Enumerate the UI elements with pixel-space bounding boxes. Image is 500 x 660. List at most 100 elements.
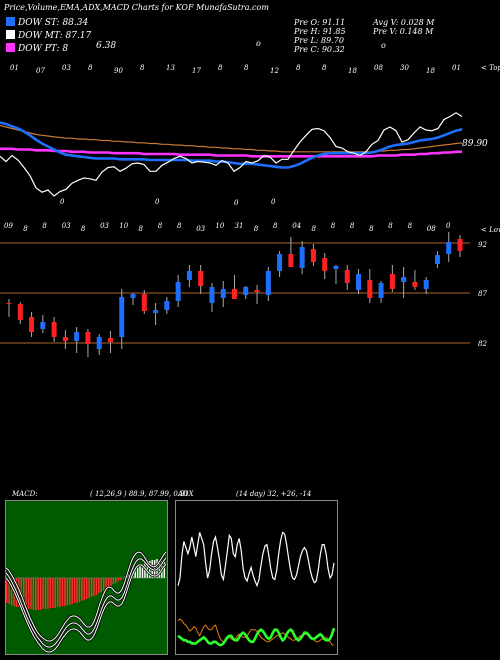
ema-bottom-tick: 03 [196, 225, 206, 233]
macd-histogram-bar [90, 578, 93, 597]
macd-histogram-bar [71, 578, 73, 604]
macd-histogram-bar [10, 578, 13, 605]
macd-label: MACD: [12, 490, 38, 498]
stat-pre-high: Pre H: 91.85 [294, 27, 346, 36]
adx-line-outline [176, 529, 336, 591]
ema-top-tick: 08 [374, 64, 383, 72]
candle-body [119, 297, 125, 337]
candle-axis-label: 87 [478, 290, 487, 298]
macd-histogram-bar [88, 578, 90, 598]
macd-histogram-bar [139, 565, 141, 578]
adx-plus-di-line [177, 627, 336, 647]
macd-histogram-bar [102, 578, 105, 591]
macd-histogram-bar [27, 578, 30, 609]
ema-bottom-tick: 31 [234, 222, 244, 230]
macd-histogram-bar [32, 578, 35, 610]
ema-bottom-tick: 8 [157, 222, 163, 230]
ema-bottom-tick: 09 [4, 222, 13, 230]
legend-swatch-magenta [6, 43, 15, 52]
candle-body [107, 338, 113, 342]
candle-body [40, 322, 46, 329]
candle-body [288, 254, 294, 267]
macd-histogram-bar [110, 578, 112, 586]
ema-top-tick: 8 [88, 64, 93, 72]
macd-histogram-bar [42, 578, 44, 609]
ema-corner-label: < Topa [481, 64, 500, 72]
candle-body [299, 247, 305, 268]
ema-top-tick: 18 [348, 67, 357, 75]
ema-bottom-tick: 8 [369, 225, 374, 233]
stat-pre-open: Pre O: 91.11 [294, 18, 346, 27]
candle-body [243, 287, 249, 295]
macd-line [5, 557, 167, 648]
macd-histogram-bar [119, 578, 122, 580]
macd-histogram-bar [73, 578, 76, 603]
ema-bottom-tick: 8 [253, 225, 259, 233]
macd-histogram-bar [52, 578, 54, 608]
macd-histogram-bar [158, 560, 161, 578]
macd-histogram-bar [115, 578, 117, 583]
macd-histogram-bar [35, 578, 37, 610]
ema-bottom-tick: 8 [80, 225, 86, 233]
candle-body [434, 255, 440, 264]
ema-series-magenta [0, 147, 462, 158]
ema-bottom-tick: 8 [42, 222, 47, 230]
candle-body [17, 304, 23, 320]
candle-axis-label: 82 [478, 340, 487, 348]
adx-label: ADX [178, 490, 194, 498]
candle-body [198, 271, 204, 286]
macd-histogram-bar [30, 578, 32, 609]
adx-line [177, 531, 335, 588]
candle-body [96, 337, 102, 349]
ema-top-tick: 30 [400, 64, 409, 72]
macd-histogram-bar [54, 578, 56, 608]
macd-histogram-bar [47, 578, 49, 609]
candle-body [141, 294, 147, 311]
ema-top-tick: 8 [218, 64, 223, 72]
macd-histogram-bar [59, 578, 61, 607]
ema-bottom-tick: 10 [215, 222, 225, 230]
ema-zero-mark: 0 [234, 199, 239, 207]
ema-bottom-tick: 03 [61, 222, 71, 230]
ema-series-white [0, 112, 463, 197]
ema-top-tick: 8 [140, 64, 145, 72]
candle-body [220, 289, 226, 298]
legend-item-dow-mt: DOW MT: 87.17 [6, 30, 91, 41]
candle-body [412, 282, 418, 287]
ema-top-tick: 01 [452, 64, 461, 72]
macd-histogram-bar [61, 578, 64, 606]
macd-line [5, 551, 167, 642]
macd-histogram-bar [25, 578, 27, 609]
macd-histogram-bar [107, 578, 110, 588]
macd-histogram-bar [98, 578, 100, 593]
candle-body [389, 274, 395, 289]
candle-body [74, 332, 80, 341]
candle-body [186, 271, 192, 280]
ema-top-tick: 8 [322, 64, 327, 72]
ema-top-tick: 18 [426, 67, 435, 75]
ema-top-tick: 17 [192, 67, 201, 75]
macd-histogram-bar [39, 578, 42, 610]
ema-bottom-tick: 8 [273, 222, 278, 230]
legend-item-dow-st: DOW ST: 88.34 [6, 17, 88, 28]
ema-series-orange [0, 124, 463, 153]
ema-bottom-tick: 8 [177, 222, 182, 230]
macd-params: ( 12,26,9 ) 88.9, 87.99, 0.91 [90, 490, 189, 498]
ema-top-tick: 07 [36, 67, 45, 75]
stat-avg-volume: Avg V: 0.028 M [373, 18, 435, 27]
ema-bottom-tick: 8 [349, 222, 355, 230]
candle-body [277, 254, 283, 271]
macd-histogram-bar [78, 578, 81, 602]
macd-histogram-bar [76, 578, 78, 603]
ema-bottom-tick: 8 [23, 225, 28, 233]
macd-histogram-bar [86, 578, 88, 599]
candle-body [344, 270, 350, 283]
ema-chart [0, 112, 463, 197]
candle-body [232, 289, 237, 299]
ema-bottom-tick: 8 [311, 225, 316, 233]
ema-bottom-tick: 0 [446, 222, 451, 230]
stray-mark: o [381, 41, 386, 50]
candle-body [367, 280, 373, 298]
